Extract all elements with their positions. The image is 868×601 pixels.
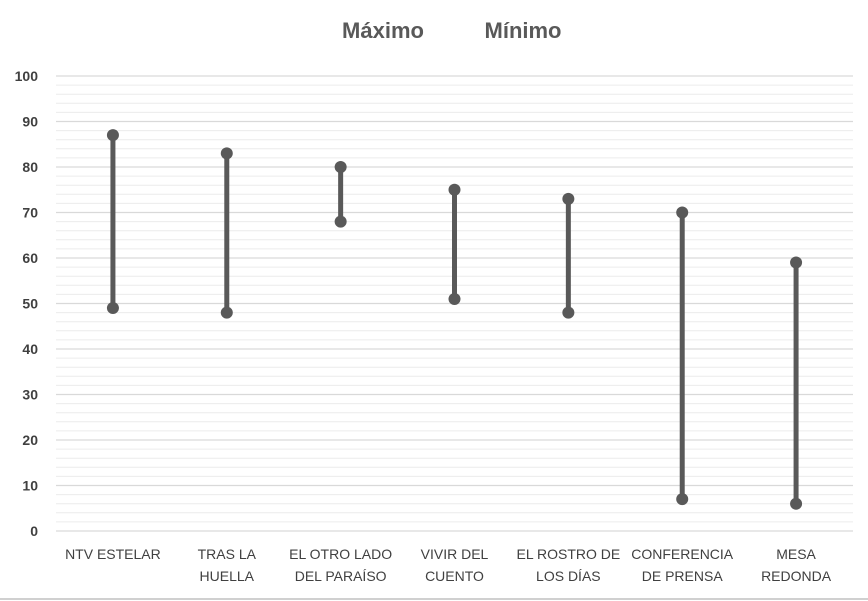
- min-marker: [676, 493, 689, 506]
- max-marker: [220, 147, 233, 160]
- y-tick-label: 50: [22, 296, 38, 312]
- legend-label-minimo: Mínimo: [485, 18, 562, 43]
- legend-label-maximo: Máximo: [342, 18, 424, 43]
- max-marker: [676, 206, 689, 219]
- min-marker: [334, 215, 347, 228]
- min-marker: [790, 497, 803, 510]
- max-marker: [334, 161, 347, 173]
- max-marker: [448, 183, 461, 196]
- x-category-label: EL ROSTRO DE LOS DÍAS: [516, 546, 620, 584]
- x-category-label-line: EL OTRO LADO: [289, 546, 392, 562]
- x-category-label: CONFERENCIA DE PRENSA: [631, 546, 734, 584]
- x-category-label: NTV ESTELAR: [65, 546, 161, 562]
- min-marker: [448, 292, 461, 305]
- x-category-label-line: REDONDA: [761, 568, 832, 584]
- y-tick-label: 0: [30, 523, 38, 539]
- x-category-label-line: VIVIR DEL: [421, 546, 489, 562]
- max-marker: [790, 256, 803, 269]
- legend: Máximo Mínimo: [342, 18, 561, 43]
- y-axis: 0 10 20 30 40 50 60 70 80 90 100: [15, 68, 39, 539]
- range-bars: [106, 129, 803, 510]
- y-tick-label: 30: [22, 387, 38, 403]
- y-tick-label: 20: [22, 432, 38, 448]
- x-category-label: VIVIR DEL CUENTO: [421, 546, 489, 584]
- x-axis: NTV ESTELAR TRAS LA HUELLA EL OTRO LADO DEL …: [65, 546, 832, 584]
- y-tick-label: 90: [22, 114, 38, 130]
- bottom-border: [0, 598, 868, 600]
- min-marker: [106, 302, 119, 315]
- x-category-label-line: MESA: [776, 546, 816, 562]
- x-category-label: EL OTRO LADO DEL PARAÍSO: [289, 546, 392, 584]
- max-marker: [562, 192, 575, 205]
- y-tick-label: 60: [22, 250, 38, 266]
- y-tick-label: 100: [15, 68, 39, 84]
- min-marker: [220, 306, 233, 319]
- x-category-label-line: NTV ESTELAR: [65, 546, 161, 562]
- x-category-label-line: TRAS LA: [198, 546, 257, 562]
- y-tick-label: 40: [22, 341, 38, 357]
- y-tick-label: 10: [22, 478, 38, 494]
- max-marker: [106, 129, 119, 142]
- x-category-label-line: DEL PARAÍSO: [295, 568, 387, 584]
- x-category-label-line: CUENTO: [425, 568, 484, 584]
- gridlines: [56, 75, 853, 532]
- x-category-label-line: LOS DÍAS: [536, 568, 601, 584]
- x-category-label: TRAS LA HUELLA: [198, 546, 257, 584]
- y-tick-label: 70: [22, 205, 38, 221]
- x-category-label-line: HUELLA: [200, 568, 255, 584]
- y-tick-label: 80: [22, 159, 38, 175]
- x-category-label-line: EL ROSTRO DE: [516, 546, 620, 562]
- x-category-label-line: DE PRENSA: [642, 568, 724, 584]
- x-category-label-line: CONFERENCIA: [631, 546, 734, 562]
- x-category-label: MESA REDONDA: [761, 546, 832, 584]
- min-marker: [562, 306, 575, 319]
